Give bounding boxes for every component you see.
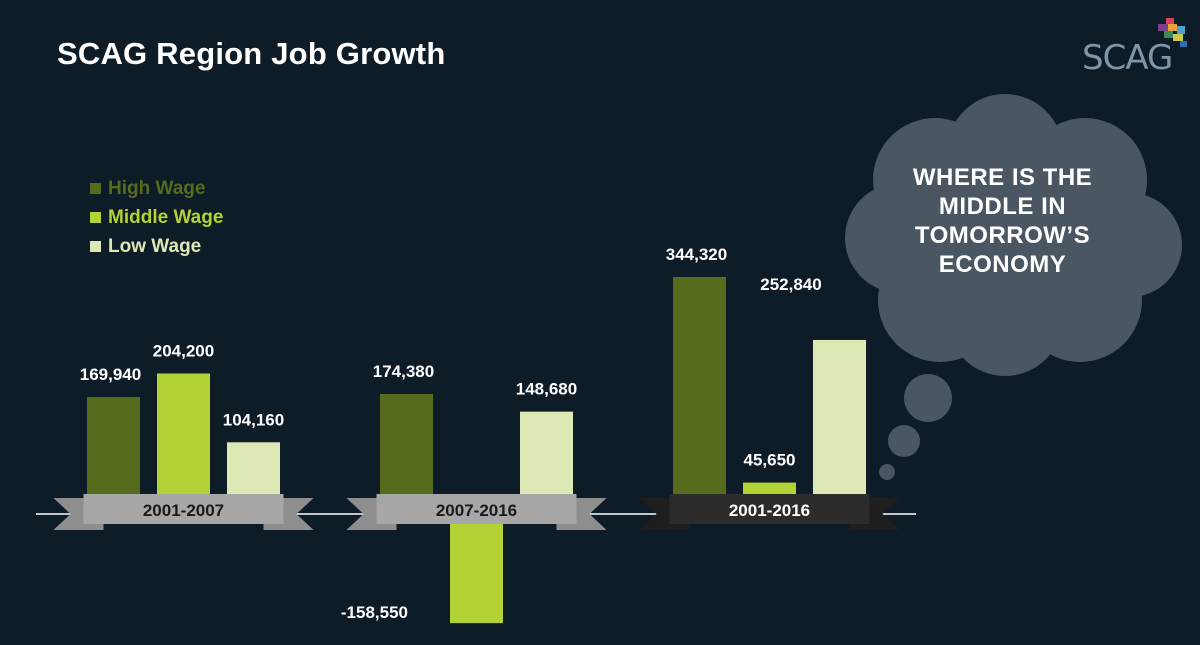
ribbon-body <box>669 494 870 524</box>
category-label: 2001-2016 <box>729 501 810 520</box>
legend-item-high-wage: High Wage <box>90 174 223 203</box>
legend-label-middle-wage: Middle Wage <box>108 206 224 228</box>
value-label: 148,680 <box>516 380 577 399</box>
legend-label-low-wage: Low Wage <box>108 235 202 257</box>
category-label: 2001-2007 <box>143 501 224 520</box>
legend-item-low-wage: Low Wage <box>90 232 223 261</box>
value-label: 344,320 <box>666 245 727 264</box>
callout-text: WHERE IS THE MIDDLE IN TOMORROW’S ECONOM… <box>880 163 1125 279</box>
callout-line: MIDDLE IN <box>938 193 1067 220</box>
bar-high-wage-2001-2016 <box>673 277 726 514</box>
category-ribbon: 2001-2016 <box>639 494 900 530</box>
category-label: 2007-2016 <box>436 501 517 520</box>
legend-label-high-wage: High Wage <box>108 177 206 199</box>
category-ribbon: 2007-2016 <box>346 494 607 530</box>
value-label: 252,840 <box>760 275 821 294</box>
callout-line: WHERE IS THE <box>912 164 1093 191</box>
ribbon-body <box>83 494 284 524</box>
legend-swatch-low-wage <box>90 241 101 252</box>
value-label: 174,380 <box>373 362 434 381</box>
value-label: -158,550 <box>341 603 408 622</box>
scag-logo-icon <box>1158 18 1187 47</box>
bar-middle-wage-2007-2016 <box>450 514 503 624</box>
legend-item-middle-wage: Middle Wage <box>90 203 223 232</box>
page-title: SCAG Region Job Growth <box>57 36 446 71</box>
bar-high-wage-2007-2016 <box>380 393 433 514</box>
value-label: 204,200 <box>153 341 214 360</box>
legend-swatch-high-wage <box>90 183 101 194</box>
scag-logo-text: SCAG <box>1082 38 1173 78</box>
bar-low-wage-2001-2016 <box>813 339 866 514</box>
bar-middle-wage-2001-2007 <box>157 373 210 514</box>
category-ribbon: 2001-2007 <box>53 494 314 530</box>
legend-swatch-middle-wage <box>90 212 101 223</box>
ribbon-body <box>376 494 577 524</box>
value-label: 45,650 <box>744 451 796 470</box>
value-label: 104,160 <box>223 410 284 429</box>
callout-line: ECONOMY <box>938 251 1067 278</box>
value-label: 169,940 <box>80 365 141 384</box>
chart-legend: High Wage Middle Wage Low Wage <box>90 174 223 261</box>
callout-line: TOMORROW’S <box>914 222 1091 249</box>
